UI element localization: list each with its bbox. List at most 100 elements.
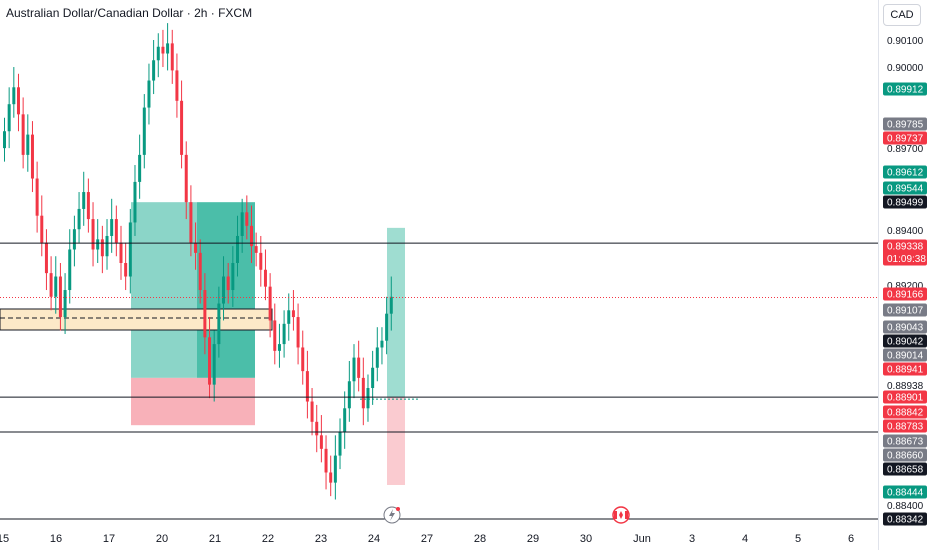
candle: [371, 350, 375, 405]
candle: [212, 330, 216, 402]
supply-demand-zone[interactable]: [0, 308, 273, 331]
stop-loss-zone-2: [387, 397, 405, 485]
time-label: 15: [0, 533, 9, 545]
candle: [86, 178, 90, 233]
stop-loss-zone-1: [131, 377, 255, 426]
candle: [296, 303, 300, 365]
candle: [366, 374, 370, 422]
time-label: 6: [848, 533, 854, 545]
price-badge: 0.89166: [883, 287, 927, 301]
candle: [7, 87, 11, 149]
price-label: 0.89200: [887, 281, 924, 292]
candle: [380, 327, 384, 365]
svg-text:0.88658: 0.88658: [887, 465, 924, 476]
candle: [114, 205, 118, 257]
price-badge: 0.88901: [883, 390, 927, 404]
time-label: 5: [795, 533, 801, 545]
price-label: 0.88400: [887, 501, 924, 512]
price-badge: 0.89107: [883, 303, 927, 317]
canada-flag-icon[interactable]: [612, 506, 630, 524]
chart-title: Australian Dollar/Canadian Dollar · 2h ·…: [6, 6, 253, 20]
svg-text:0.89043: 0.89043: [887, 323, 924, 334]
svg-text:0.89014: 0.89014: [887, 351, 924, 362]
candle: [68, 229, 72, 304]
chart-canvas[interactable]: [0, 0, 878, 526]
candle: [110, 198, 114, 253]
price-label: 0.88938: [887, 381, 924, 392]
candle: [128, 208, 132, 294]
svg-text:0.89737: 0.89737: [887, 134, 924, 145]
time-label: 29: [527, 533, 539, 545]
candle: [105, 219, 109, 270]
svg-text:0.89544: 0.89544: [887, 184, 924, 195]
candle: [287, 293, 291, 341]
time-label: 24: [368, 533, 380, 545]
candle: [333, 435, 337, 500]
candle: [259, 235, 263, 287]
svg-text:0.88901: 0.88901: [887, 393, 924, 404]
price-badge: 0.88342: [883, 512, 927, 526]
candle: [347, 360, 351, 422]
candle: [16, 73, 20, 132]
time-label: 30: [580, 533, 592, 545]
take-profit-zone-1b: [197, 202, 255, 378]
candle: [329, 455, 333, 497]
candle: [30, 121, 34, 193]
candle: [226, 263, 230, 304]
svg-text:0.88660: 0.88660: [887, 451, 924, 462]
svg-text:0.88342: 0.88342: [887, 515, 924, 526]
svg-text:0.88842: 0.88842: [887, 408, 924, 419]
candle: [198, 239, 202, 304]
candle: [21, 97, 25, 169]
candle: [72, 215, 76, 267]
candle: [338, 418, 342, 470]
candle: [385, 296, 389, 355]
price-badge: 0.88842: [883, 405, 927, 419]
svg-text:0.89338: 0.89338: [887, 242, 924, 253]
svg-text:0.89107: 0.89107: [887, 306, 924, 317]
candle: [194, 222, 198, 270]
candle: [40, 195, 44, 257]
candle: [273, 303, 277, 365]
price-label: 0.89700: [887, 144, 924, 155]
candle: [58, 263, 62, 331]
candle: [142, 94, 146, 169]
candle: [170, 29, 174, 84]
currency-button[interactable]: CAD: [883, 4, 921, 26]
candle: [54, 256, 58, 314]
candle: [249, 205, 253, 264]
candle: [357, 340, 361, 392]
candle: [156, 33, 160, 78]
candle: [138, 134, 142, 199]
price-axis[interactable]: 0.90100 0.90000 0.89700 0.89400 0.89200 0.889…: [878, 0, 932, 550]
candle: [96, 219, 100, 264]
price-label: 0.89400: [887, 226, 924, 237]
price-badge: 0.88783: [883, 419, 927, 433]
time-label: 3: [689, 533, 695, 545]
candle: [319, 415, 323, 463]
flash-icon[interactable]: [383, 506, 401, 524]
price-label: 0.90100: [887, 36, 924, 47]
take-profit-zone-1: [131, 202, 197, 378]
time-axis[interactable]: 15 16 17 20 21 22 23 24 27 28 29 30 Jun 3 4 5 6: [0, 526, 878, 550]
candle: [147, 63, 151, 125]
candle: [389, 276, 393, 331]
candle: [91, 202, 95, 267]
candle: [189, 185, 193, 257]
candle: [352, 344, 356, 399]
time-label: 17: [103, 533, 115, 545]
candle: [3, 117, 6, 162]
candle: [208, 317, 212, 399]
price-badge: 0.88941: [883, 362, 927, 376]
candle: [268, 273, 272, 338]
candle: [35, 161, 39, 233]
price-label: 0.90000: [887, 63, 924, 74]
candle: [203, 273, 207, 355]
time-label: 20: [156, 533, 168, 545]
svg-text:0.89785: 0.89785: [887, 120, 924, 131]
svg-text:0.88941: 0.88941: [887, 365, 924, 376]
take-profit-zone-2: [387, 227, 405, 398]
candle: [254, 232, 258, 267]
svg-text:0.88673: 0.88673: [887, 437, 924, 448]
candle: [82, 171, 86, 226]
